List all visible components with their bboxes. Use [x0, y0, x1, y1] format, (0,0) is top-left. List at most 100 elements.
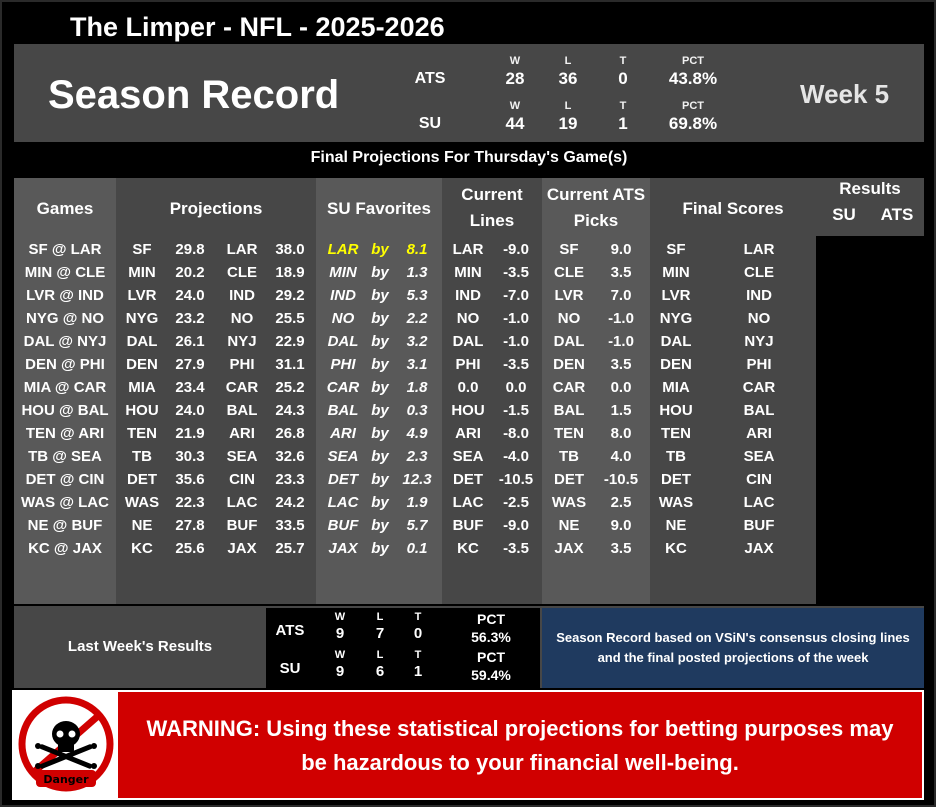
favorite-by-cell: by [371, 494, 389, 511]
away-score-cell: 22.3 [175, 494, 205, 511]
ties-value: 1 [618, 114, 628, 133]
favorite-margin-cell: 4.9 [406, 425, 428, 442]
home-team-cell: JAX [227, 540, 257, 557]
line-team-cell: SEA [452, 448, 484, 465]
line-team-cell: HOU [451, 402, 485, 419]
home-score-cell: 25.7 [275, 540, 305, 557]
favorite-by-cell: by [371, 425, 389, 442]
table-row: HOU @ BAL HOU 24.0 BAL 24.3 BAL by 0.3 HOU -1.5 BA… [0, 399, 800, 422]
favorite-by-cell: by [371, 448, 389, 465]
favorite-margin-cell: 2.3 [406, 448, 428, 465]
game-cell: DAL @ NYJ [23, 333, 107, 350]
table-row: NYG @ NO NYG 23.2 NO 25.5 NO by 2.2 NO -1.0 NO -1.0… [0, 307, 800, 330]
favorite-team-cell: CAR [326, 379, 360, 396]
favorite-team-cell: ARI [330, 425, 356, 442]
pick-value-cell: -1.0 [608, 310, 634, 327]
line-value-cell: -3.5 [503, 356, 529, 373]
table-row: WAS @ LAC WAS 22.3 LAC 24.2 LAC by 1.9 LAC -2.5 WA… [0, 491, 800, 514]
line-value-cell: -9.0 [503, 517, 529, 534]
favorite-margin-cell: 5.7 [406, 517, 428, 534]
wins-header: W [509, 55, 521, 67]
games-column-shade [14, 178, 116, 604]
away-score-cell: 27.9 [175, 356, 205, 373]
away-score-cell: 24.0 [175, 402, 205, 419]
ties-header: T [619, 55, 627, 67]
pick-value-cell: 8.0 [610, 425, 632, 442]
final-away-cell: SF [666, 241, 686, 258]
line-team-cell: BUF [452, 517, 484, 534]
table-row: NE @ BUF NE 27.8 BUF 33.5 BUF by 5.7 BUF -9.0 NE 9.… [0, 514, 800, 537]
pick-team-cell: TEN [554, 425, 584, 442]
game-cell: DEN @ PHI [25, 356, 105, 373]
home-score-cell: 25.5 [275, 310, 305, 327]
line-value-cell: -3.5 [503, 540, 529, 557]
away-score-cell: 25.6 [175, 540, 205, 557]
table-row: TEN @ ARI TEN 21.9 ARI 26.8 ARI by 4.9 ARI -8.0 TE… [0, 422, 800, 445]
home-team-cell: NYJ [227, 333, 257, 350]
pct-value: 69.8% [668, 114, 718, 133]
favorite-team-cell: DET [328, 471, 358, 488]
wins-value: 9 [335, 663, 345, 680]
favorite-team-cell: DAL [327, 333, 359, 350]
line-team-cell: DAL [452, 333, 484, 350]
game-cell: TEN @ ARI [25, 425, 105, 442]
line-value-cell: -10.5 [498, 471, 534, 488]
away-score-cell: 30.3 [175, 448, 205, 465]
last-week-label: Last Week's Results [67, 638, 213, 655]
season-record-title: Season Record [48, 73, 340, 117]
ties-value: 0 [413, 625, 423, 642]
final-away-cell: MIA [662, 379, 690, 396]
final-home-cell: SEA [743, 448, 775, 465]
table-row: KC @ JAX KC 25.6 JAX 25.7 JAX by 0.1 KC -3.5 JAX 3.… [0, 537, 800, 560]
season-su-record: SU W 44 L 19 T 1 PCT 69.8% [405, 99, 735, 139]
season-record-panel [14, 44, 924, 142]
pick-value-cell: -10.5 [603, 471, 639, 488]
favorite-margin-cell: 1.3 [406, 264, 428, 281]
page-title: The Limper - NFL - 2025-2026 [70, 12, 445, 42]
final-away-cell: TEN [661, 425, 691, 442]
favorite-by-cell: by [371, 333, 389, 350]
season-record-note: Season Record based on VSiN's consensus … [542, 608, 924, 688]
home-score-cell: 33.5 [275, 517, 305, 534]
pick-team-cell: CLE [554, 264, 584, 281]
home-team-cell: PHI [229, 356, 255, 373]
away-team-cell: MIA [128, 379, 156, 396]
final-home-cell: JAX [744, 540, 774, 557]
favorite-team-cell: JAX [328, 540, 358, 557]
away-team-cell: LVR [127, 287, 157, 304]
favorite-by-cell: by [371, 379, 389, 396]
final-away-cell: KC [665, 540, 687, 557]
ats-picks-header-2: Picks [573, 211, 619, 230]
danger-label: Danger [43, 773, 89, 786]
line-team-cell: LAC [452, 494, 484, 511]
pick-value-cell: 9.0 [610, 517, 632, 534]
away-team-cell: DET [127, 471, 157, 488]
pct-header: PCT [682, 55, 704, 67]
pick-team-cell: NO [557, 310, 581, 327]
favorite-by-cell: by [371, 241, 389, 258]
favorite-margin-cell: 3.1 [406, 356, 428, 373]
ties-header: T [414, 649, 422, 661]
game-cell: HOU @ BAL [21, 402, 109, 419]
line-team-cell: NO [456, 310, 480, 327]
favorite-margin-cell: 1.9 [406, 494, 428, 511]
skull-danger-icon: Danger [16, 694, 116, 798]
pick-team-cell: TB [559, 448, 579, 465]
favorite-by-cell: by [371, 471, 389, 488]
home-score-cell: 38.0 [275, 241, 305, 258]
ats-picks-header: Current ATS [546, 185, 646, 204]
wins-header: W [334, 611, 346, 623]
favorite-team-cell: BAL [327, 402, 359, 419]
favorite-by-cell: by [371, 356, 389, 373]
pick-value-cell: 1.5 [610, 402, 632, 419]
pct-header: PCT [477, 649, 505, 665]
final-home-cell: LAR [743, 241, 775, 258]
favorite-team-cell: SEA [327, 448, 359, 465]
away-team-cell: DEN [126, 356, 158, 373]
pick-team-cell: JAX [554, 540, 584, 557]
line-value-cell: -7.0 [503, 287, 529, 304]
home-team-cell: BAL [226, 402, 258, 419]
home-team-cell: CIN [229, 471, 255, 488]
line-team-cell: DET [453, 471, 483, 488]
results-column [816, 236, 924, 604]
